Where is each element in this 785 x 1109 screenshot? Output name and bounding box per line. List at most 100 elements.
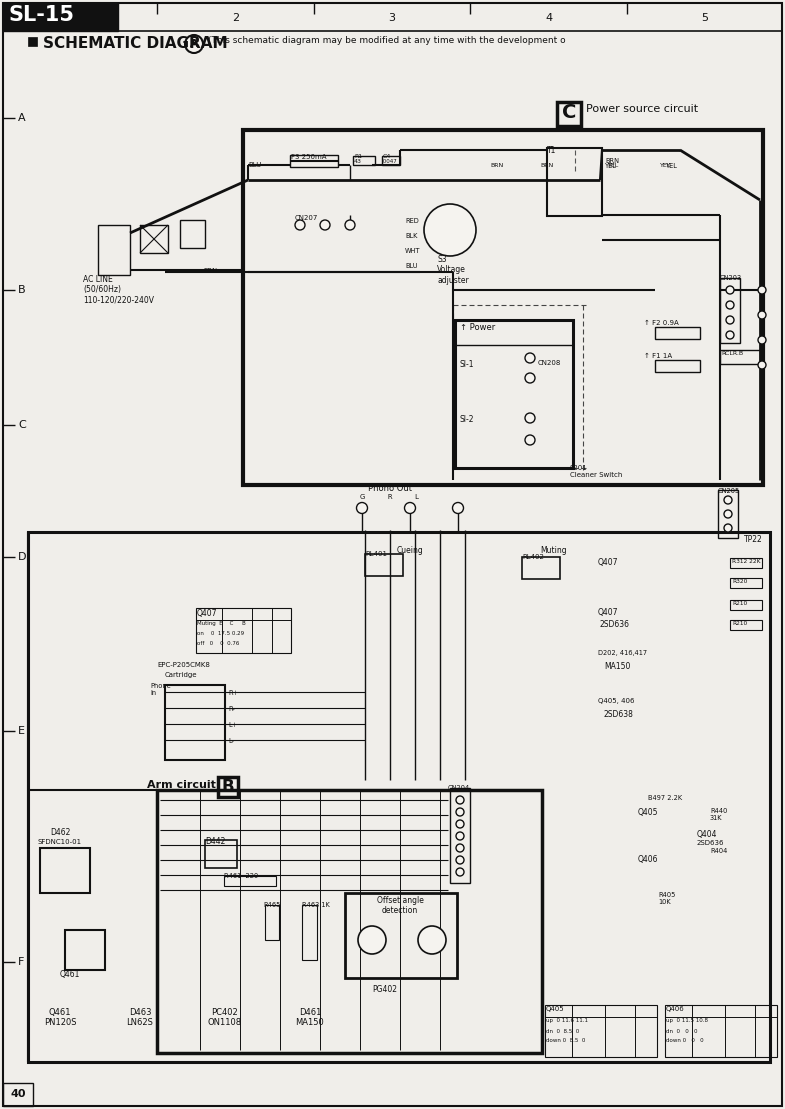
Text: WHT: WHT: [405, 248, 421, 254]
Text: YEL: YEL: [666, 163, 678, 169]
Text: T1: T1: [547, 146, 557, 155]
Bar: [265, 905, 279, 940]
Text: D463
LN62S: D463 LN62S: [126, 1008, 153, 1027]
Text: down 0   0   0: down 0 0 0: [666, 1038, 703, 1042]
Text: up  0 11.5 10.8: up 0 11.5 10.8: [666, 1018, 708, 1022]
Text: R210: R210: [732, 621, 747, 625]
Bar: [655, 360, 700, 372]
Text: G          R          L: G R L: [360, 494, 419, 500]
Text: Q407: Q407: [598, 608, 619, 617]
Bar: [65, 930, 105, 970]
Text: L-: L-: [228, 737, 234, 744]
Text: F: F: [18, 957, 24, 967]
Circle shape: [726, 301, 734, 309]
Text: D: D: [18, 552, 27, 562]
Text: Offset angle
detection: Offset angle detection: [377, 896, 423, 915]
Text: ↑ F1 1A: ↑ F1 1A: [644, 353, 672, 359]
Text: SFDNC10-01: SFDNC10-01: [38, 840, 82, 845]
Text: Phono Out: Phono Out: [368, 484, 412, 494]
Text: R320: R320: [732, 579, 747, 584]
Bar: [353, 156, 375, 165]
Text: up  0 11.6 11.1: up 0 11.6 11.1: [546, 1018, 588, 1022]
Circle shape: [758, 286, 766, 294]
Bar: [205, 840, 237, 868]
Text: BLK: BLK: [405, 233, 418, 240]
Text: Q405: Q405: [546, 1006, 564, 1013]
Text: RL401: RL401: [365, 551, 387, 557]
Text: CN205: CN205: [718, 488, 740, 494]
Text: CN207: CN207: [295, 215, 319, 221]
Text: down 0  8.5  0: down 0 8.5 0: [546, 1038, 586, 1042]
Text: Power source circuit: Power source circuit: [586, 104, 698, 114]
Bar: [302, 905, 317, 960]
Text: BRN: BRN: [490, 163, 503, 167]
Text: CN204: CN204: [448, 785, 470, 791]
Text: D202, 416,417: D202, 416,417: [598, 650, 647, 657]
Text: BRN: BRN: [605, 157, 619, 164]
Circle shape: [724, 523, 732, 532]
Text: 43: 43: [354, 159, 362, 164]
Text: L+: L+: [228, 722, 237, 728]
Circle shape: [295, 220, 305, 230]
Text: R-: R-: [228, 706, 235, 712]
Text: AC LINE
(50/60Hz)
110-120/220-240V: AC LINE (50/60Hz) 110-120/220-240V: [83, 275, 154, 305]
Text: R1: R1: [354, 154, 362, 159]
Bar: [450, 788, 470, 883]
Text: R210: R210: [732, 601, 747, 606]
Text: 4: 4: [545, 13, 552, 23]
Text: SCHEMATIC DIAGRAM: SCHEMATIC DIAGRAM: [43, 35, 228, 51]
Circle shape: [758, 311, 766, 319]
Bar: [730, 620, 762, 630]
Text: CN208: CN208: [538, 360, 561, 366]
Text: Q407: Q407: [598, 558, 619, 567]
Text: 40: 40: [10, 1089, 26, 1099]
Text: off   0    0  0.76: off 0 0 0.76: [197, 641, 239, 647]
Text: Q404: Q404: [697, 830, 717, 840]
Bar: [730, 578, 762, 588]
Bar: [655, 327, 700, 339]
Text: E: E: [18, 726, 25, 736]
Bar: [720, 278, 740, 343]
Text: MA150: MA150: [604, 662, 630, 671]
Bar: [730, 600, 762, 610]
Text: YEL: YEL: [608, 163, 619, 167]
Circle shape: [726, 316, 734, 324]
Circle shape: [424, 204, 476, 256]
Bar: [547, 147, 602, 216]
Text: S201
Cleaner Switch: S201 Cleaner Switch: [570, 465, 623, 478]
Text: Muting  E    C     B: Muting E C B: [197, 621, 246, 625]
Circle shape: [525, 353, 535, 363]
Bar: [180, 220, 205, 248]
Text: S3
Voltage
adjuster: S3 Voltage adjuster: [437, 255, 469, 285]
Text: ↑ Power: ↑ Power: [460, 323, 495, 332]
Text: (This schematic diagram may be modified at any time with the development o: (This schematic diagram may be modified …: [208, 35, 566, 45]
Circle shape: [418, 926, 446, 954]
Text: D442: D442: [205, 837, 225, 846]
Text: A: A: [190, 39, 199, 49]
Text: 2: 2: [232, 13, 239, 23]
Bar: [196, 608, 291, 653]
Text: Arm circuit: Arm circuit: [147, 780, 216, 790]
Circle shape: [456, 808, 464, 816]
Circle shape: [724, 496, 732, 503]
Bar: [382, 156, 400, 165]
Bar: [290, 155, 338, 167]
Text: YEL: YEL: [605, 163, 617, 169]
Circle shape: [456, 856, 464, 864]
Bar: [140, 225, 168, 253]
Text: C: C: [18, 420, 26, 430]
Circle shape: [726, 330, 734, 339]
Bar: [40, 848, 90, 893]
Text: C4: C4: [383, 154, 392, 159]
Text: TP22: TP22: [744, 535, 763, 545]
Circle shape: [525, 413, 535, 423]
Text: R+: R+: [228, 690, 238, 696]
Text: CN203: CN203: [720, 275, 742, 281]
Text: Q461
PN120S: Q461 PN120S: [44, 1008, 76, 1027]
Text: R440
31K: R440 31K: [710, 808, 728, 821]
Circle shape: [345, 220, 355, 230]
Text: B: B: [18, 285, 26, 295]
Circle shape: [758, 362, 766, 369]
Text: Muting: Muting: [540, 546, 567, 554]
Bar: [224, 876, 276, 886]
